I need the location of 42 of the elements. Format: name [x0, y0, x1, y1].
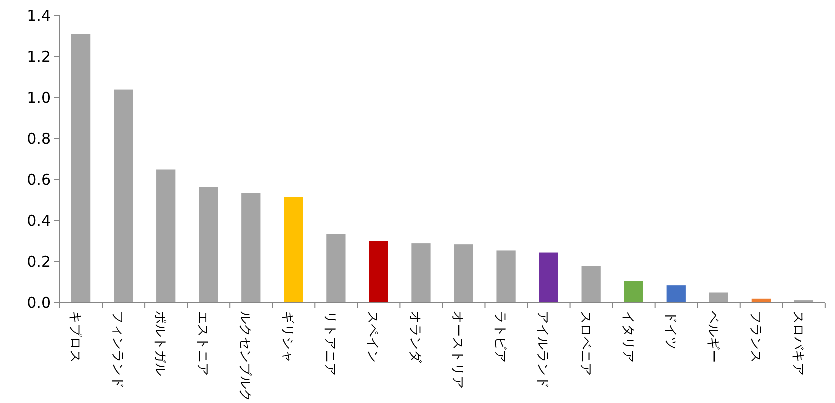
- x-tick-label: ギリシャ: [280, 311, 296, 363]
- bar: [242, 193, 261, 303]
- bar: [114, 90, 134, 303]
- bar: [326, 234, 346, 303]
- y-tick-label: 0.8: [27, 130, 51, 148]
- x-tick-label: リトアニア: [322, 311, 338, 376]
- x-tick-label: ドイツ: [662, 311, 678, 350]
- bar: [539, 252, 558, 303]
- x-tick-label: オーストリア: [450, 311, 466, 389]
- bar: [156, 170, 176, 303]
- bar: [369, 242, 388, 303]
- y-tick-label: 0.6: [27, 170, 51, 189]
- y-tick-label: 0.2: [27, 252, 51, 271]
- bar: [709, 292, 728, 303]
- x-tick-label: フランス: [748, 311, 763, 363]
- y-tick-label: 1.4: [27, 6, 51, 25]
- y-tick-label: 1.0: [27, 88, 51, 107]
- x-tick-label: ルクセンブルク: [238, 311, 253, 402]
- x-tick-label: スペイン: [365, 311, 380, 363]
- x-tick-label: スロベニア: [578, 311, 593, 376]
- y-tick-label: 0.4: [27, 212, 51, 230]
- bar: [199, 187, 218, 303]
- x-tick-label: オランダ: [408, 311, 423, 364]
- bar: [666, 286, 686, 303]
- x-tick-label: イタリア: [620, 311, 636, 363]
- bar: [582, 266, 601, 303]
- x-tick-label: アイルランド: [535, 311, 550, 389]
- bar: [624, 281, 644, 303]
- y-tick-label: 0.0: [27, 294, 51, 312]
- x-tick-label: キプロス: [68, 311, 82, 363]
- bar: [71, 34, 91, 303]
- bar: [284, 197, 304, 303]
- bar: [496, 250, 516, 303]
- x-tick-label: フィンランド: [110, 311, 126, 389]
- x-tick-label: ラトビア: [492, 311, 508, 363]
- x-tick-label: ポルトガル: [152, 311, 168, 376]
- x-tick-label: エストニア: [195, 311, 210, 376]
- y-tick-label: 1.2: [27, 48, 51, 66]
- bar: [412, 244, 431, 303]
- bar: [454, 244, 474, 303]
- x-tick-label: スロバキア: [790, 311, 806, 376]
- x-tick-label: ベルギー: [705, 311, 720, 363]
